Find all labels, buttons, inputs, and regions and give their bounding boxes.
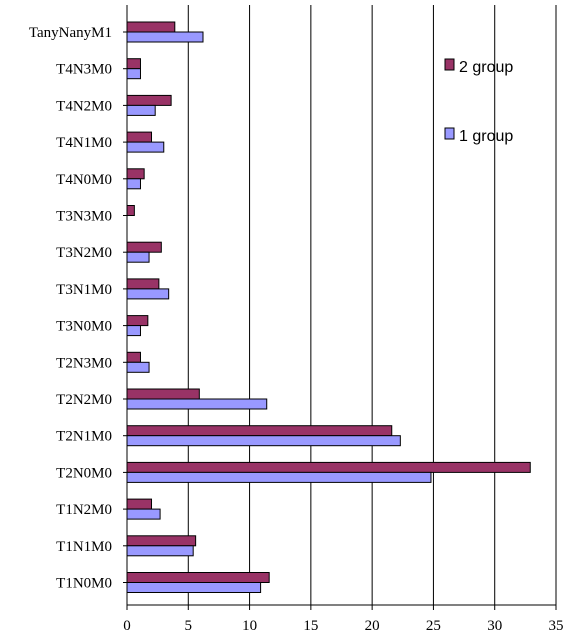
bar-2-group-t2n0m0 [126, 461, 531, 473]
legend-swatch-1-group [444, 127, 455, 140]
bar-1-group-t2n1m0 [126, 435, 401, 447]
bar-1-group-t3n0m0 [126, 325, 141, 337]
bar-1-group-t3n1m0 [126, 288, 170, 300]
bar-1-group-tanynanym1 [126, 31, 204, 43]
y-tick-label-t2n2m0: T2N2M0 [56, 392, 112, 408]
x-tick-label-35: 35 [549, 618, 564, 634]
x-tick-label-0: 0 [123, 618, 131, 634]
bar-2-group-t1n0m0 [126, 572, 270, 583]
bar-2-group-t3n3m0 [126, 205, 135, 216]
y-tick-label-t2n0m0: T2N0M0 [56, 465, 112, 481]
bar-2-group-t3n1m0 [126, 278, 160, 290]
bar-1-group-t1n1m0 [126, 545, 194, 557]
bar-1-group-t4n2m0 [126, 104, 156, 116]
legend-swatch-2-group [444, 58, 455, 71]
gridlines [187, 5, 557, 605]
y-tick-label-t1n2m0: T1N2M0 [56, 502, 112, 518]
bar-1-group-t1n0m0 [126, 582, 262, 593]
y-tick-label-t4n0m0: T4N0M0 [56, 172, 112, 188]
bar-2-group-t3n0m0 [126, 315, 149, 327]
bar-1-group-t2n2m0 [126, 398, 268, 410]
legend: 2 group 1 group [444, 58, 513, 145]
bar-2-group-tanynanym1 [126, 21, 176, 33]
bar-2-group-t4n0m0 [126, 168, 145, 180]
bar-1-group-t3n2m0 [126, 251, 150, 263]
bar-1-group-t2n3m0 [126, 361, 150, 373]
x-tick-label-5: 5 [185, 618, 193, 634]
bar-2-group-t2n3m0 [126, 351, 141, 363]
y-tick-label-t3n2m0: T3N2M0 [56, 245, 112, 261]
bar-2-group-t1n2m0 [126, 498, 153, 510]
y-tick-label-t2n3m0: T2N3M0 [56, 355, 112, 371]
x-tick-label-30: 30 [487, 618, 502, 634]
y-tick-label-tanynanym1: TanyNanyM1 [29, 25, 112, 41]
y-tick-label-t2n1m0: T2N1M0 [56, 429, 112, 445]
bar-2-group-t2n1m0 [126, 425, 393, 437]
x-tick-label-15: 15 [303, 618, 318, 634]
y-tick-label-t4n3m0: T4N3M0 [56, 62, 112, 78]
y-axis-tick-labels: TanyNanyM1 T4N3M0 T4N2M0 T4N1M0 T4N0M0 T3N3M0… [29, 25, 127, 592]
bar-1-group-t4n0m0 [126, 178, 141, 190]
legend-label-2-group: 2 group [459, 59, 513, 76]
bar-2-group-t2n2m0 [126, 388, 200, 400]
y-tick-label-t4n2m0: T4N2M0 [56, 98, 112, 114]
legend-label-1-group: 1 group [459, 128, 513, 145]
bars [126, 21, 531, 593]
bar-2-group-t4n1m0 [126, 131, 153, 143]
bar-1-group-t2n0m0 [126, 471, 432, 483]
bar-1-group-t4n1m0 [126, 141, 165, 153]
bar-2-group-t4n2m0 [126, 94, 172, 106]
x-axis-tick-labels: 0 5 10 15 20 25 30 35 [123, 605, 564, 634]
x-tick-label-10: 10 [242, 618, 257, 634]
bar-1-group-t4n3m0 [126, 68, 141, 80]
bar-1-group-t1n2m0 [126, 508, 161, 520]
x-tick-label-20: 20 [365, 618, 380, 634]
y-tick-label-t4n1m0: T4N1M0 [56, 135, 112, 151]
x-tick-label-25: 25 [426, 618, 441, 634]
bar-2-group-t1n1m0 [126, 535, 197, 547]
y-tick-label-t1n0m0: T1N0M0 [56, 576, 112, 592]
y-tick-label-t3n0m0: T3N0M0 [56, 319, 112, 335]
bar-2-group-t3n2m0 [126, 241, 162, 253]
y-tick-label-t3n1m0: T3N1M0 [56, 282, 112, 298]
bar-2-group-t4n3m0 [126, 58, 141, 70]
y-tick-label-t3n3m0: T3N3M0 [56, 209, 112, 225]
y-tick-label-t1n1m0: T1N1M0 [56, 539, 112, 555]
